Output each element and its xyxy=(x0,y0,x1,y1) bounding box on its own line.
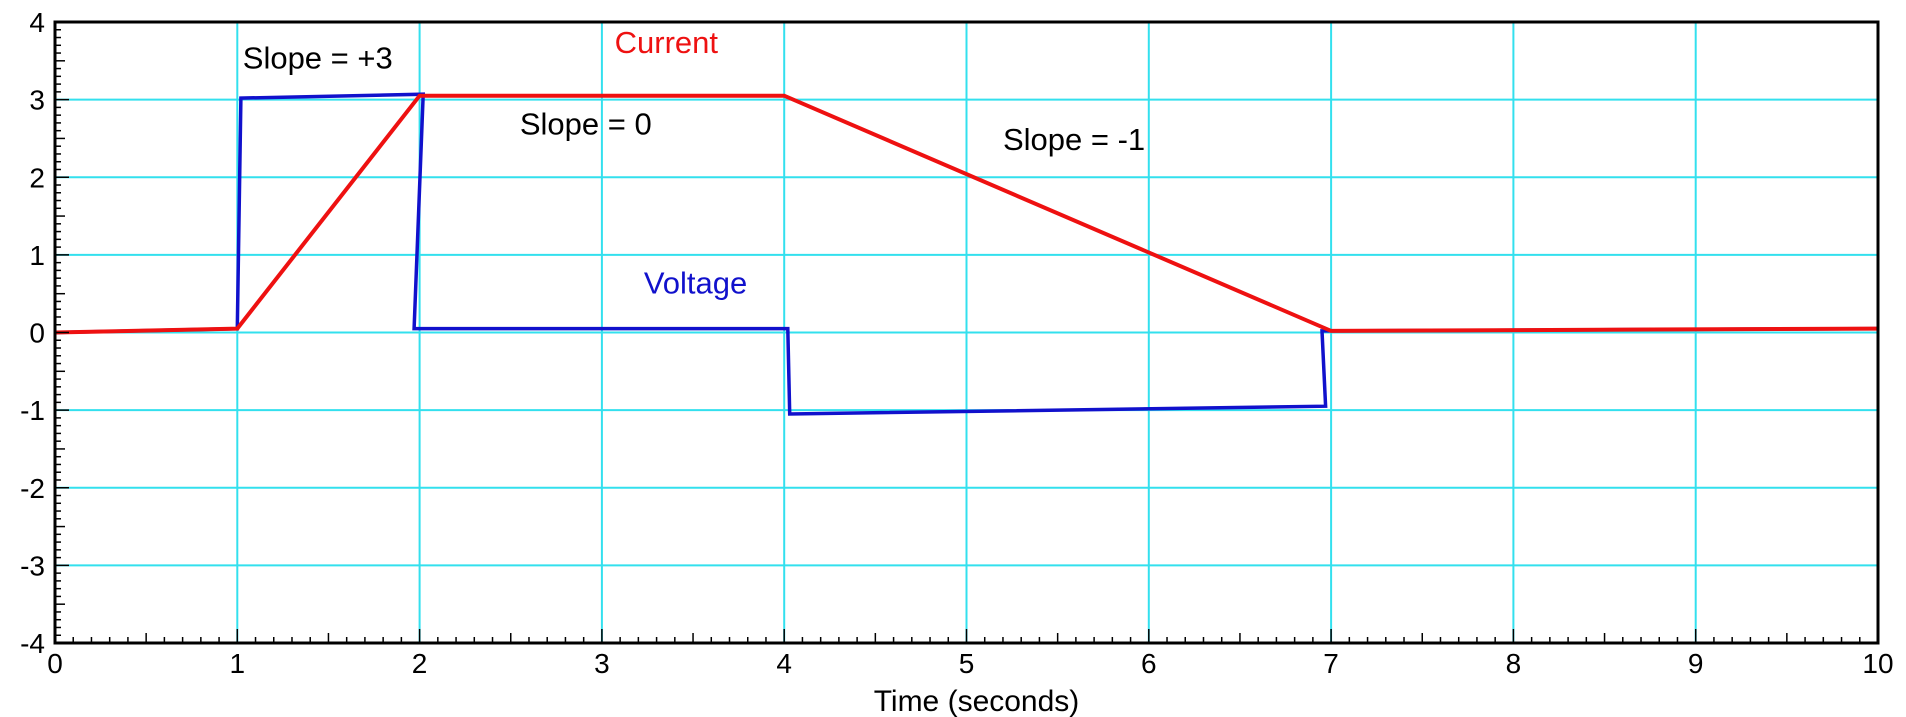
y-tick-label: 2 xyxy=(29,162,45,193)
y-tick-label: 4 xyxy=(29,7,45,38)
series-lines xyxy=(54,92,1879,416)
y-tick-label: -4 xyxy=(20,628,45,659)
grid-lines xyxy=(55,22,1878,643)
x-tick-label: 9 xyxy=(1688,648,1704,679)
x-tick-label: 6 xyxy=(1141,648,1157,679)
x-tick-label: 0 xyxy=(47,648,63,679)
y-tick-label: 3 xyxy=(29,85,45,116)
annotation-2: Slope = -1 xyxy=(1003,122,1145,157)
x-axis-title: Time (seconds) xyxy=(874,685,1080,717)
x-tick-label: 2 xyxy=(412,648,428,679)
y-tick-label: -2 xyxy=(20,473,45,504)
x-tick-labels: 0 1 2 3 4 5 6 7 8 9 10 xyxy=(47,648,1893,679)
annotation-0: Slope = +3 xyxy=(243,41,393,76)
y-tick-label: 0 xyxy=(29,318,45,349)
x-tick-label: 3 xyxy=(594,648,610,679)
series-line-voltage xyxy=(54,92,1879,416)
x-tick-label: 5 xyxy=(959,648,975,679)
annotation-4: Voltage xyxy=(644,266,747,301)
y-tick-label: -3 xyxy=(20,550,45,581)
x-tick-label: 1 xyxy=(230,648,246,679)
x-tick-label: 8 xyxy=(1506,648,1522,679)
y-tick-label: 1 xyxy=(29,240,45,271)
x-tick-label: 7 xyxy=(1323,648,1339,679)
x-tick-label: 10 xyxy=(1862,648,1893,679)
annotation-1: Slope = 0 xyxy=(520,107,652,142)
y-tick-label: -1 xyxy=(20,395,45,426)
plot-frame xyxy=(53,20,1880,645)
series-line-current xyxy=(54,93,1879,335)
x-tick-label: 4 xyxy=(776,648,792,679)
annotations: Slope = +3 Slope = 0 Slope = -1 Current Volt… xyxy=(243,25,1145,301)
annotation-3: Current xyxy=(615,25,719,60)
y-tick-labels: 4 3 2 1 0 -1 -2 -3 -4 xyxy=(20,7,45,659)
